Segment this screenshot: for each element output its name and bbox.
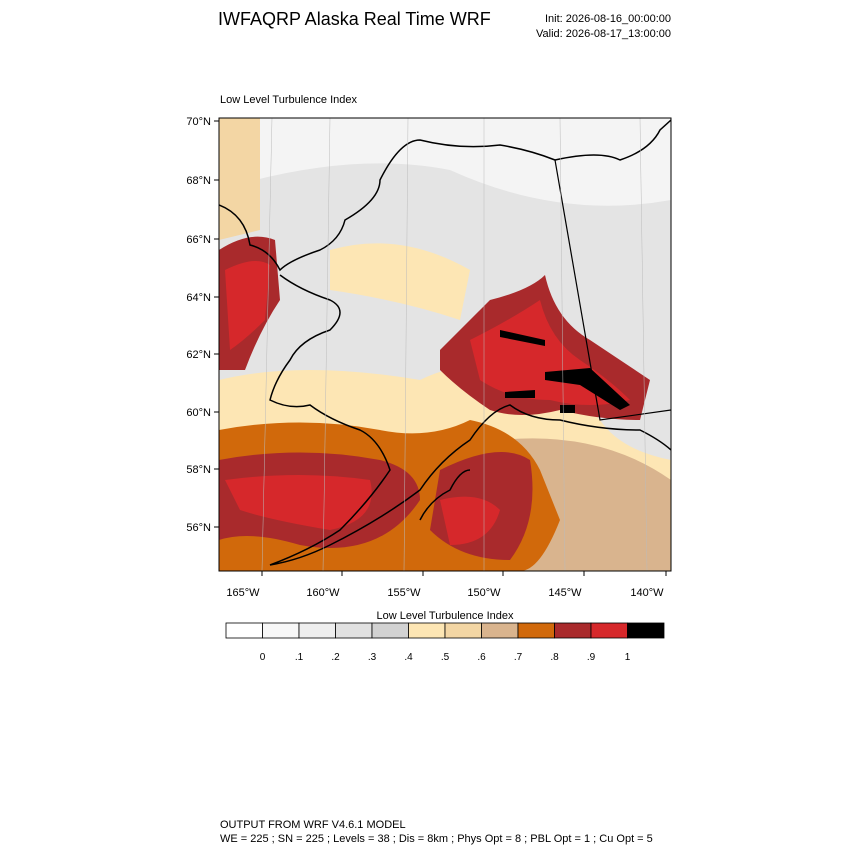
valid-time: Valid: 2026-08-17_13:00:00	[536, 28, 671, 40]
colorbar-box	[517, 622, 555, 639]
colorbar-label: .8	[550, 652, 559, 663]
lat-label: 66°N	[186, 234, 211, 246]
lon-label: 160°W	[306, 587, 340, 599]
lat-label: 68°N	[186, 175, 211, 187]
lat-label: 60°N	[186, 407, 211, 419]
colorbar-box	[225, 622, 263, 639]
field-central	[330, 243, 470, 320]
colorbar-box	[481, 622, 519, 639]
lon-label: 145°W	[548, 587, 582, 599]
lat-label: 62°N	[186, 349, 211, 361]
colorbar-label: .3	[368, 652, 377, 663]
footer-line1: OUTPUT FROM WRF V4.6.1 MODEL	[220, 819, 406, 831]
colorbar-box	[335, 622, 373, 639]
colorbar-box	[627, 622, 665, 639]
field-north	[219, 118, 671, 206]
field-west-red	[225, 261, 270, 350]
map-title: Low Level Turbulence Index	[220, 94, 357, 106]
colorbar-box	[371, 622, 409, 639]
coastlines	[219, 119, 671, 566]
colorbar-box	[298, 622, 336, 639]
kodiak	[419, 469, 471, 521]
lon-label: 140°W	[630, 587, 664, 599]
colorbar-box	[262, 622, 300, 639]
footer-line2: WE = 225 ; SN = 225 ; Levels = 38 ; Dis …	[220, 833, 653, 845]
colorbar-label: 1	[625, 652, 631, 663]
field-sw-red	[225, 475, 372, 530]
coast-south	[269, 274, 671, 566]
field-nw	[219, 118, 260, 240]
map-frame	[218, 117, 672, 572]
colorbar-label: 0	[260, 652, 266, 663]
colorbar-label: .7	[514, 652, 523, 663]
lon-label: 155°W	[387, 587, 421, 599]
lat-label: 56°N	[186, 522, 211, 534]
colorbar-label: .4	[404, 652, 413, 663]
colorbar-title: Low Level Turbulence Index	[377, 610, 514, 622]
lon-label: 150°W	[467, 587, 501, 599]
colorbar-box	[554, 622, 592, 639]
init-time: Init: 2026-08-16_00:00:00	[545, 13, 671, 25]
graticule	[261, 118, 648, 571]
colorbar-label: .1	[295, 652, 304, 663]
colorbar-box	[590, 622, 628, 639]
coast-north	[219, 119, 671, 272]
border	[554, 159, 671, 421]
colorbar-label: .9	[587, 652, 596, 663]
field-max	[500, 330, 630, 413]
colorbar-label: .5	[441, 652, 450, 663]
colorbar: 0 .1 .2 .3 .4 .5 .6 .7 .8 .9 1	[225, 622, 665, 663]
map-field	[219, 118, 671, 571]
field-gulf-red	[440, 496, 500, 545]
colorbar-label: .2	[331, 652, 340, 663]
colorbar-box	[444, 622, 482, 639]
map-ticks: 70°N 68°N 66°N 64°N 62°N 60°N 58°N 56°N 165°W 160…	[186, 116, 667, 599]
lat-label: 64°N	[186, 292, 211, 304]
colorbar-label: .6	[477, 652, 486, 663]
lon-label: 165°W	[226, 587, 260, 599]
lat-label: 70°N	[186, 116, 211, 128]
meridians	[261, 118, 648, 571]
lat-label: 58°N	[186, 464, 211, 476]
main-title: IWFAQRP Alaska Real Time WRF	[218, 9, 491, 29]
colorbar-box	[408, 622, 446, 639]
